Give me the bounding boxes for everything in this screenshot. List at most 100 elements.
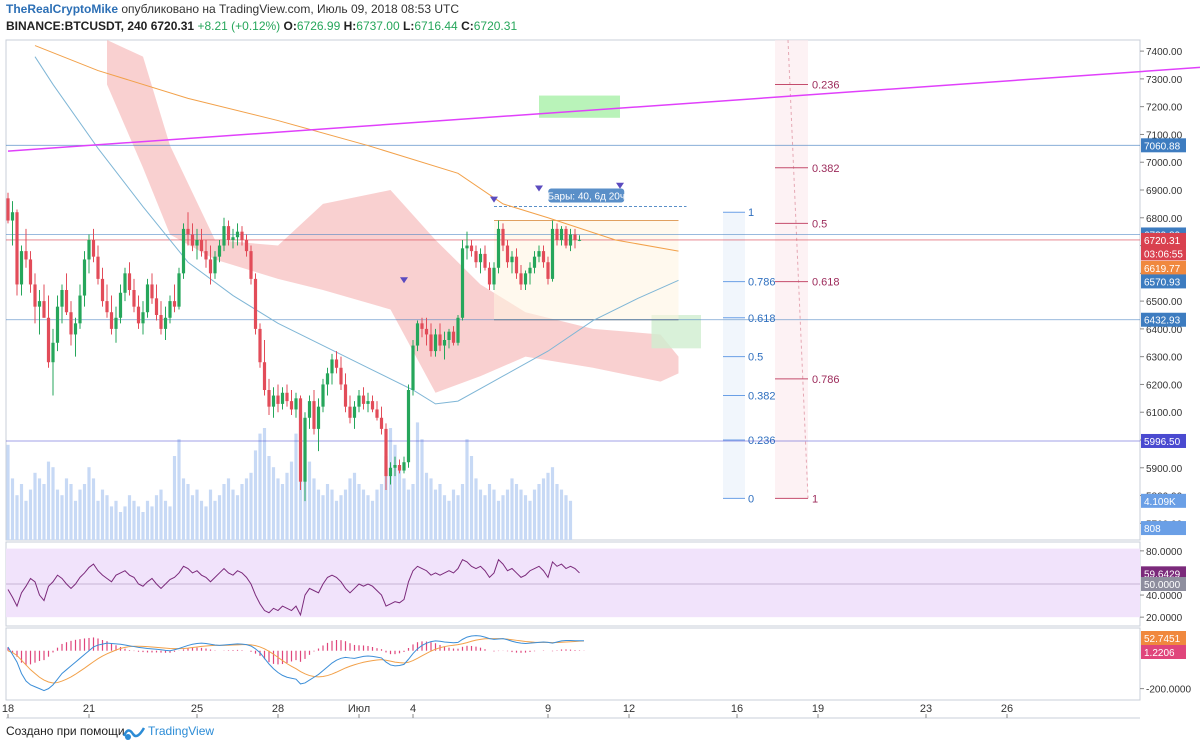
price-change: +8.21 (+0.12%) [197,19,281,33]
candle [118,284,123,324]
candle [397,459,402,474]
candle-body [294,398,298,410]
volume-bar [361,489,366,540]
volume-bar [123,506,127,540]
candle-body [240,231,244,240]
volume-bar [33,472,37,540]
price-tick-label: 6400.00 [1146,325,1183,336]
volume-bar [19,484,24,540]
volume-bar [312,478,316,540]
candle [177,267,181,310]
volume-bar [186,484,190,540]
volume-bar [465,439,469,540]
candle [181,223,186,279]
volume-bar [127,495,132,540]
candle-body [312,401,316,429]
candle-body [96,256,100,279]
candle-body [343,384,348,407]
rsi-tick-label: 80.0000 [1146,547,1183,558]
volume-bar [150,506,154,540]
candle-body [109,312,114,329]
candle-body [415,323,420,346]
candle-body [510,256,514,263]
candle-body [550,228,555,279]
candle-body [388,467,393,477]
volume-bar [46,461,51,540]
candle-body [136,306,141,324]
volume-bar [280,484,285,540]
volume-bar [163,500,168,540]
candle [303,412,307,502]
candle-body [69,312,73,335]
candle [226,220,231,246]
candle [496,220,501,274]
trendline [7,66,1200,152]
candle-body [375,409,379,418]
volume-bar [370,500,375,540]
candle-body [379,417,384,429]
author-link[interactable]: TheRealCryptoMike [6,2,119,16]
candle [474,245,478,268]
macd-badge: 52.7451 [1144,634,1181,645]
time-tick-label: 25 [191,703,203,715]
candle [510,251,514,274]
low-label: L: [403,19,415,33]
candle-body [366,401,370,404]
candle [42,284,46,318]
candle-body [402,462,406,471]
volume-bar [519,489,523,540]
candle-body [429,334,433,352]
rsi-badge-bg [1141,577,1186,591]
volume-bar [447,500,451,540]
zone-rectangle-0 [539,95,620,118]
high-label: H: [343,19,357,33]
candle [150,273,154,304]
volume-bar [226,478,231,540]
price-badge-bg [1141,521,1186,536]
volume-bar [321,495,325,540]
volume-bar [559,489,564,540]
candle-body [478,253,483,263]
candle [280,387,285,410]
candle-body [307,401,312,418]
symbol-name[interactable]: BINANCE:BTCUSDT, 240 [6,19,148,33]
candle [379,406,384,435]
time-tick-label: 19 [812,703,824,715]
candle [253,273,258,335]
volume-bar [154,495,159,540]
candle [60,284,64,324]
volume-bar [204,506,208,540]
candle-body [438,334,442,346]
volume-bar [105,495,109,540]
volume-bar [267,456,271,540]
candle-body [141,312,145,324]
time-tick-label: 18 [2,703,14,715]
volume-bar [294,433,298,540]
candle [568,228,573,252]
candle [492,262,496,290]
open-label: O: [283,19,297,33]
candle [208,245,213,285]
volume-bar [357,484,361,540]
candle [447,328,451,349]
candle-body [316,406,321,429]
volume-bar [343,489,348,540]
volume-bar [478,489,483,540]
candle [501,223,505,252]
candle-body [451,331,456,343]
candle [186,212,190,246]
candle-body [528,267,532,274]
candle [505,240,510,268]
volume-bar [541,478,546,540]
candle [15,209,19,296]
tradingview-brand[interactable]: TradingView [148,724,215,738]
open-value: 6726.99 [296,19,341,33]
macd-signal-line [7,638,585,684]
candle-body [159,315,163,329]
fib-red-label: 0.382 [812,163,840,175]
candle [415,320,420,352]
candle [384,423,388,490]
candle [55,295,60,352]
candle-body [199,240,204,252]
